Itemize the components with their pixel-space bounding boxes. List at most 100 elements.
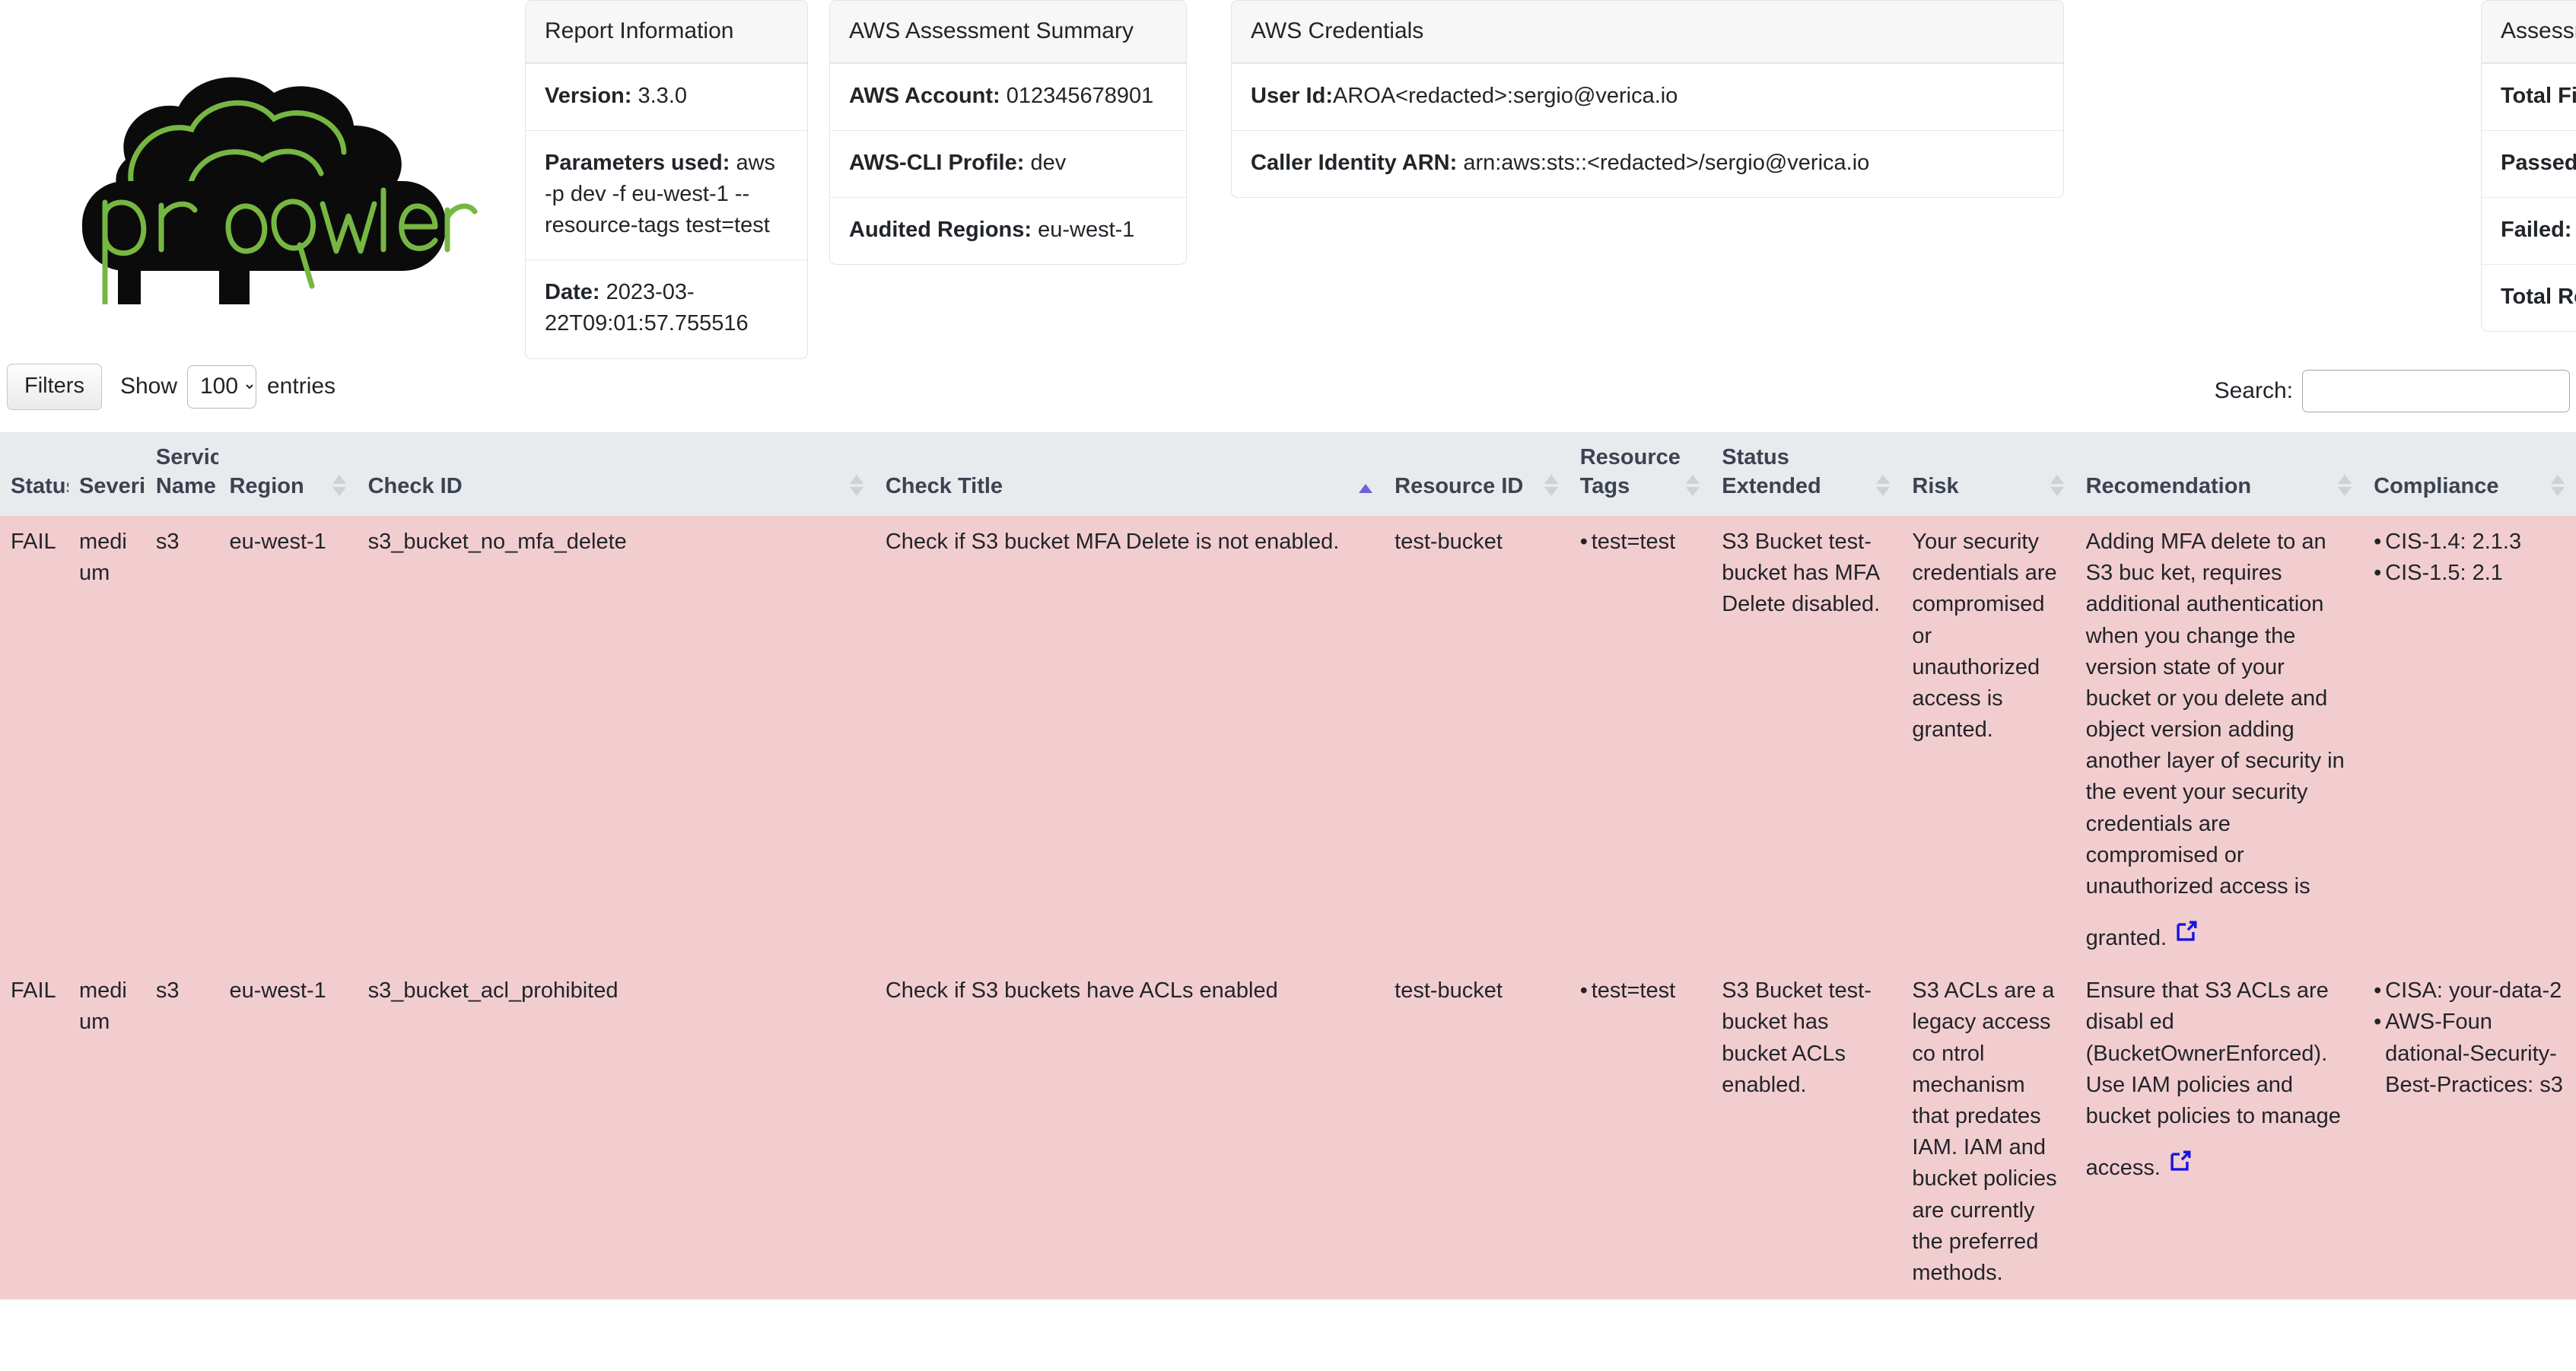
column-header-check-title[interactable]: Check Title xyxy=(874,431,1385,517)
sort-arrows-icon[interactable] xyxy=(849,475,864,501)
row-label: Caller Identity ARN: xyxy=(1251,150,1458,175)
cell-recommendation: Ensure that S3 ACLs are disabl ed (Bucke… xyxy=(2075,965,2364,1300)
search-label: Search: xyxy=(2214,377,2293,403)
cell-resource-id: test-bucket xyxy=(1384,965,1569,1300)
cell-severity: medium xyxy=(68,516,145,965)
findings-table-head: Status Severity Service Name Region Chec… xyxy=(0,431,2576,517)
cell-service-name: s3 xyxy=(145,516,219,965)
report-parameters-row: Parameters used: aws -p dev -f eu-west-1… xyxy=(526,129,807,260)
cell-compliance: CISA: your-data-2 AWS-Foun dational-Secu… xyxy=(2363,965,2576,1300)
aws-assessment-summary-card: AWS Assessment Summary AWS Account: 0123… xyxy=(829,0,1187,266)
prowler-logo xyxy=(0,0,525,358)
column-label: Check Title xyxy=(885,473,1003,498)
cell-status-extended: S3 Bucket test-bucket has bucket ACLs en… xyxy=(1711,965,1902,1300)
audited-regions-row: Audited Regions: eu-west-1 xyxy=(830,196,1186,264)
table-row[interactable]: FAIL medium s3 eu-west-1 s3_bucket_no_mf… xyxy=(0,516,2576,965)
column-header-severity[interactable]: Severity xyxy=(68,431,184,517)
column-label: Status xyxy=(11,473,78,498)
cell-severity: medium xyxy=(68,965,145,1300)
cell-resource-id: test-bucket xyxy=(1384,516,1569,965)
list-item: test=test xyxy=(1580,526,1701,558)
cell-region: eu-west-1 xyxy=(218,516,358,965)
column-header-risk[interactable]: Risk xyxy=(1901,431,2075,517)
column-header-resource-tags[interactable]: Resource Tags xyxy=(1569,431,1712,517)
passed-row: Passed: 3 xyxy=(2482,129,2576,197)
column-label: Region xyxy=(229,473,304,498)
findings-table: Status Severity Service Name Region Chec… xyxy=(0,431,2576,1300)
table-row[interactable]: FAIL medium s3 eu-west-1 s3_bucket_acl_p… xyxy=(0,965,2576,1300)
cell-risk: Your security credentials are compromise… xyxy=(1901,516,2075,965)
caller-identity-arn-row: Caller Identity ARN: arn:aws:sts::<redac… xyxy=(1232,129,2063,197)
report-version-row: Version: 3.3.0 xyxy=(526,62,807,130)
row-label: Total Findings: xyxy=(2501,83,2576,108)
cell-resource-tags: test=test xyxy=(1569,516,1712,965)
aws-cli-profile-row: AWS-CLI Profile: dev xyxy=(830,129,1186,197)
column-header-resource-id[interactable]: Resource ID xyxy=(1384,431,1569,517)
list-item: CISA: your-data-2 xyxy=(2374,975,2565,1007)
entries-per-page-select[interactable]: 100 xyxy=(187,364,256,409)
list-item: CIS-1.5: 2.1 xyxy=(2374,558,2565,589)
sort-arrows-icon[interactable] xyxy=(1685,475,1700,501)
search-input[interactable] xyxy=(2302,369,2570,412)
recommendation-text: Adding MFA delete to an S3 buc ket, requ… xyxy=(2085,530,2345,951)
user-id-row: User Id:AROA<redacted>:sergio@verica.io xyxy=(1232,62,2063,130)
prowler-logo-svg xyxy=(82,77,478,304)
report-header-strip: Report Information Version: 3.3.0 Parame… xyxy=(0,0,2576,359)
row-label: Total Resources: xyxy=(2501,285,2576,310)
column-header-recommendation[interactable]: Recomendation xyxy=(2075,431,2364,517)
sort-arrows-icon[interactable] xyxy=(1875,475,1891,501)
external-link-icon[interactable] xyxy=(2173,919,2199,945)
column-header-status-extended[interactable]: Status Extended xyxy=(1711,431,1902,517)
column-header-service-name[interactable]: Service Name xyxy=(145,431,254,517)
card-title: AWS Credentials xyxy=(1232,1,2063,63)
total-findings-row: Total Findings: 10 xyxy=(2482,62,2576,130)
sort-arrows-icon[interactable] xyxy=(1544,475,1559,501)
findings-header-row: Status Severity Service Name Region Chec… xyxy=(0,431,2576,517)
row-value: eu-west-1 xyxy=(1038,217,1135,242)
column-label: Status Extended xyxy=(1722,444,1821,498)
row-value: dev xyxy=(1030,150,1067,175)
row-value: 012345678901 xyxy=(1006,83,1154,108)
sort-arrows-icon-active[interactable] xyxy=(1358,484,1373,501)
list-item: AWS-Foun dational-Security-Best-Practice… xyxy=(2374,1007,2565,1101)
cell-check-id: s3_bucket_no_mfa_delete xyxy=(357,516,875,965)
cell-status-extended: S3 Bucket test-bucket has MFA Delete dis… xyxy=(1711,516,1902,965)
row-value: arn:aws:sts::<redacted>/sergio@verica.io xyxy=(1463,150,1870,175)
column-label: Check ID xyxy=(367,473,463,498)
cell-status: FAIL xyxy=(0,965,68,1300)
row-value: 2023-03-22T09:01:57.755516 xyxy=(545,280,749,336)
aws-credentials-card: AWS Credentials User Id:AROA<redacted>:s… xyxy=(1231,0,2064,198)
cell-recommendation: Adding MFA delete to an S3 buc ket, requ… xyxy=(2075,516,2364,965)
table-controls: Filters Show 100 entries Search: xyxy=(0,359,2576,432)
row-value: 3.3.0 xyxy=(638,83,688,108)
list-item: test=test xyxy=(1580,975,1701,1007)
column-label: Risk xyxy=(1912,473,1959,498)
column-label: Recomendation xyxy=(2085,473,2252,498)
row-label: AWS-CLI Profile: xyxy=(849,150,1025,175)
findings-table-body: FAIL medium s3 eu-west-1 s3_bucket_no_mf… xyxy=(0,516,2576,1300)
sort-arrows-icon[interactable] xyxy=(2050,475,2065,501)
compliance-list: CIS-1.4: 2.1.3 CIS-1.5: 2.1 xyxy=(2374,526,2565,590)
sort-arrows-icon[interactable] xyxy=(332,475,347,501)
column-header-region[interactable]: Region xyxy=(218,431,358,517)
row-label: Failed: xyxy=(2501,217,2572,242)
total-resources-row: Total Resources: 2 xyxy=(2482,264,2576,331)
entries-suffix-label: entries xyxy=(267,374,336,399)
sort-arrows-icon[interactable] xyxy=(2337,475,2352,501)
compliance-list: CISA: your-data-2 AWS-Foun dational-Secu… xyxy=(2374,975,2565,1101)
column-header-check-id[interactable]: Check ID xyxy=(357,431,875,517)
card-title: Report Information xyxy=(526,1,807,63)
external-link-icon[interactable] xyxy=(2167,1149,2193,1175)
row-label: Passed: xyxy=(2501,150,2576,175)
cell-check-title: Check if S3 bucket MFA Delete is not ena… xyxy=(874,516,1385,965)
filters-button[interactable]: Filters xyxy=(7,363,102,410)
row-label: AWS Account: xyxy=(849,83,1000,108)
column-header-compliance[interactable]: Compliance xyxy=(2363,431,2576,517)
cell-risk: S3 ACLs are a legacy access co ntrol mec… xyxy=(1901,965,2075,1300)
card-title: AWS Assessment Summary xyxy=(830,1,1186,63)
table-controls-right: Search: xyxy=(2214,369,2570,412)
cell-region: eu-west-1 xyxy=(218,965,358,1300)
report-information-card: Report Information Version: 3.3.0 Parame… xyxy=(525,0,808,359)
sort-arrows-icon[interactable] xyxy=(2550,475,2565,501)
column-header-status[interactable]: Status xyxy=(0,431,97,517)
